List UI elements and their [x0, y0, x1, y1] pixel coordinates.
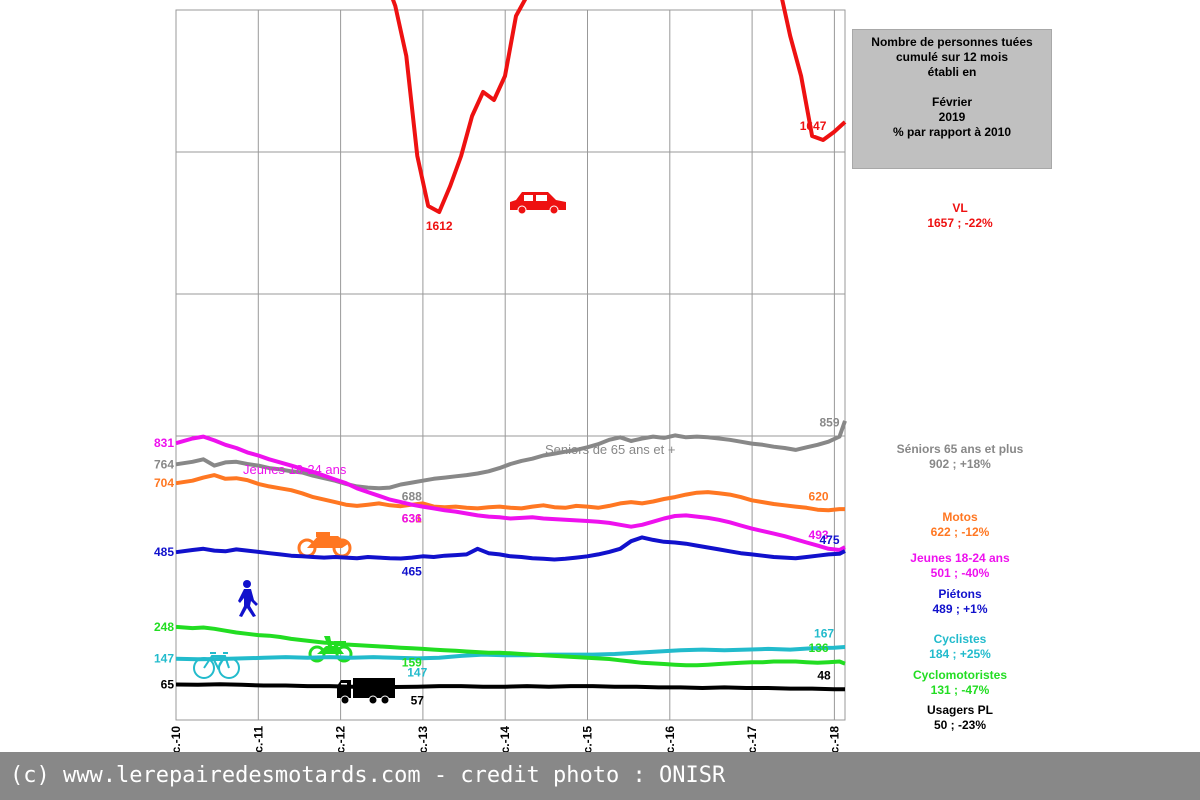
value-label-pietons: 485	[154, 545, 174, 559]
value-label-seniors: 688	[402, 490, 422, 504]
legend-text: 902 ; +18%	[929, 457, 991, 471]
annotation-seniors: Seniors de 65 ans et +	[545, 442, 675, 457]
value-label-cyclistes: 167	[814, 627, 834, 641]
legend-text: VL	[952, 201, 968, 215]
value-label-jeunes: 493	[809, 528, 829, 542]
legend-text: Usagers PL	[926, 703, 994, 717]
legend-text: 622 ; -12%	[930, 525, 990, 539]
series-line-pl	[175, 682, 845, 692]
legend-text: 131 ; -47%	[930, 683, 990, 697]
legend-text: Séniors 65 ans et plus	[896, 442, 1024, 456]
legend-cyclistes: Cyclistes 184 ; +25%	[860, 632, 1060, 662]
value-label-vl: 1647	[800, 119, 827, 133]
value-label-cyclistes: 147	[154, 652, 174, 666]
info-line: Février	[931, 95, 973, 109]
series-line-jeunes	[175, 434, 846, 552]
legend-jeunes: Jeunes 18-24 ans 501 ; -40%	[860, 551, 1060, 581]
legend-pietons: Piétons 489 ; +1%	[860, 587, 1060, 617]
annotation-jeunes: Jeunes 18-24 ans	[243, 462, 347, 477]
value-label-jeunes: 831	[154, 436, 174, 450]
value-label-vl: 1612	[426, 219, 453, 233]
series-line-motos	[175, 473, 845, 513]
legend-vl: VL 1657 ; -22%	[860, 201, 1060, 231]
legend-cyclos: Cyclomotoristes 131 ; -47%	[860, 668, 1060, 698]
value-label-cyclos: 248	[154, 620, 174, 634]
pedestrian-icon	[238, 580, 258, 617]
info-line	[853, 80, 1051, 95]
value-label-pietons: 465	[402, 565, 422, 579]
legend-text: Cyclistes	[933, 632, 987, 646]
info-line: établi en	[927, 65, 977, 79]
value-label-seniors: 859	[820, 416, 840, 430]
value-label-seniors: 764	[154, 457, 174, 471]
value-label-pl: 57	[411, 694, 425, 708]
legend-text: 489 ; +1%	[932, 602, 988, 616]
info-box: Nombre de personnes tuées cumulé sur 12 m…	[852, 29, 1052, 169]
legend-text: Jeunes 18-24 ans	[910, 551, 1010, 565]
chart-icons	[193, 192, 566, 705]
legend-text: 50 ; -23%	[933, 718, 987, 732]
info-line: cumulé sur 12 mois	[895, 50, 1009, 64]
value-label-motos: 704	[154, 476, 174, 490]
value-labels: 2117161216477646888597046316208316364934…	[154, 119, 840, 708]
car-icon	[510, 192, 566, 215]
legend-seniors: Séniors 65 ans et plus 902 ; +18%	[860, 442, 1060, 472]
value-label-cyclistes: 147	[407, 665, 427, 679]
chart-grid	[175, 9, 846, 721]
info-line: Nombre de personnes tuées	[871, 35, 1033, 49]
legend-text: Piétons	[938, 587, 982, 601]
footer-credit: (c) www.lerepairedesmotards.com - credit…	[0, 752, 1200, 800]
value-label-jeunes: 636	[402, 512, 422, 526]
info-line: 2019	[938, 110, 966, 124]
legend-text: 1657 ; -22%	[927, 216, 993, 230]
series-line-vl	[390, 0, 847, 214]
value-label-pietons: 475	[820, 533, 840, 547]
value-label-pl: 48	[817, 668, 831, 682]
value-label-cyclos: 136	[809, 641, 829, 655]
value-label-pl: 65	[161, 678, 175, 692]
value-label-motos: 620	[809, 489, 829, 503]
plot-frame	[175, 9, 846, 721]
truck-icon	[337, 678, 395, 705]
legend-text: Motos	[942, 510, 978, 524]
value-label-motos: 631	[402, 512, 422, 526]
legend-text: 184 ; +25%	[929, 647, 991, 661]
legend-text: 501 ; -40%	[930, 566, 990, 580]
series-line-cyclos	[175, 624, 846, 668]
legend-motos: Motos 622 ; -12%	[860, 510, 1060, 540]
series-line-pietons	[175, 535, 846, 562]
value-label-cyclos: 159	[402, 655, 422, 669]
motorcycle-icon	[297, 532, 352, 558]
legend-text: Cyclomotoristes	[912, 668, 1008, 682]
legend-pl: Usagers PL 50 ; -23%	[860, 703, 1060, 733]
series-line-seniors	[175, 420, 847, 491]
info-line: % par rapport à 2010	[892, 125, 1012, 139]
series-lines	[175, 0, 847, 692]
